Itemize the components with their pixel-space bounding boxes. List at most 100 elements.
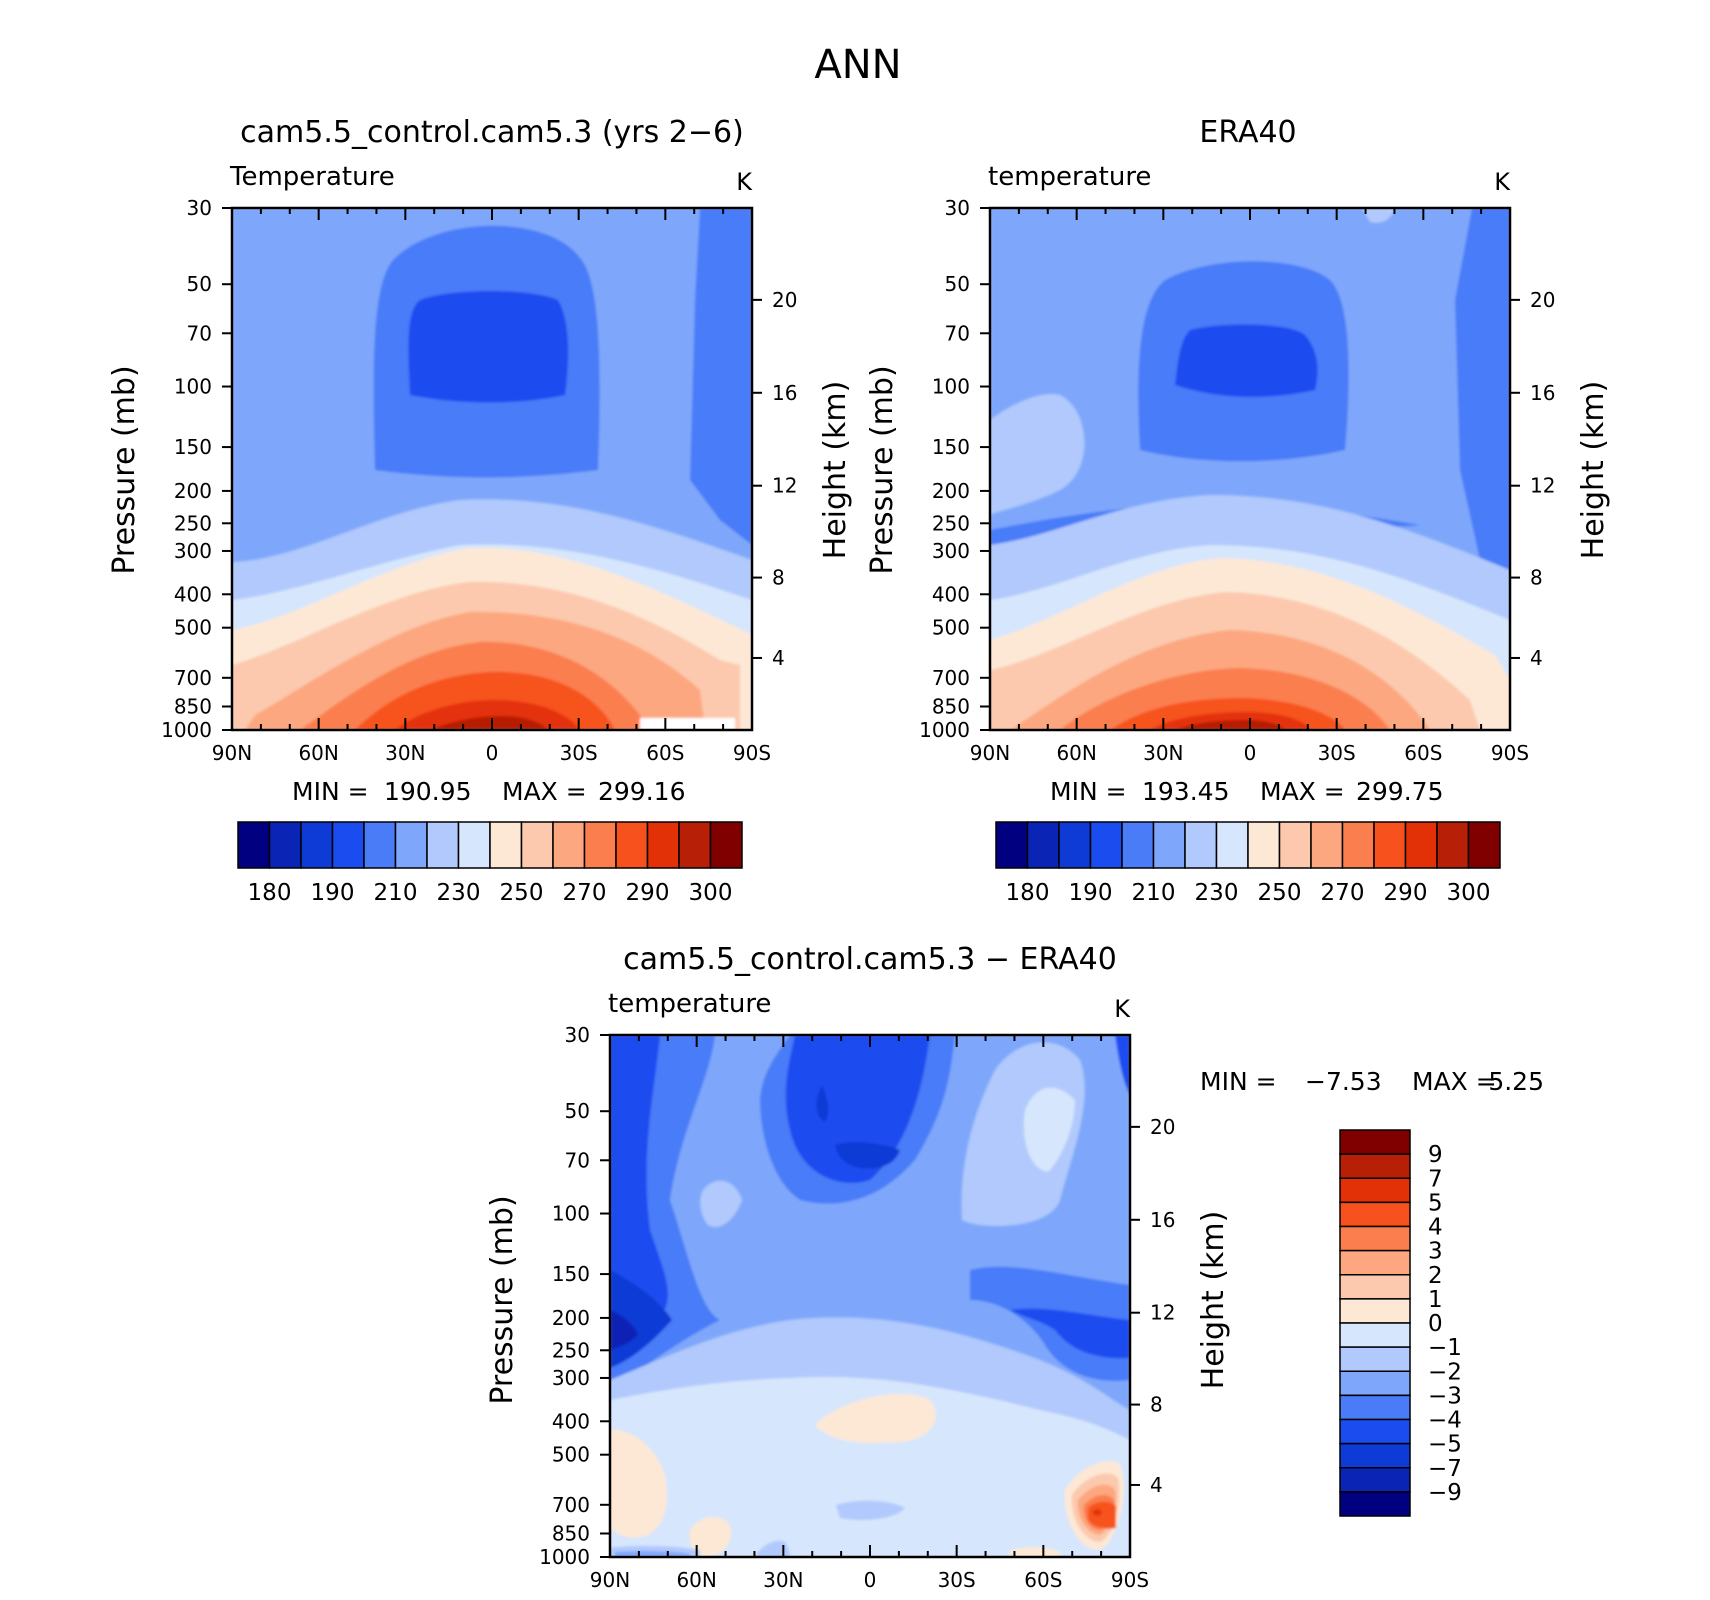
panel-diff-max-value: 5.25 — [1488, 1067, 1544, 1096]
colorbar-box — [394, 821, 428, 869]
colorbar-label: 1 — [1428, 1287, 1443, 1313]
colorbar-box — [1339, 1225, 1411, 1252]
panel-model-min-value: 190.95 — [384, 777, 471, 806]
fill-level-12 — [1023, 1087, 1075, 1172]
panel-obs-min-label: MIN = — [1050, 777, 1127, 806]
colorbar-label: 270 — [1321, 880, 1365, 906]
colorbar-label: 300 — [1447, 880, 1491, 906]
colorbar-label: −5 — [1428, 1432, 1462, 1458]
x-tick-label: 60N — [676, 1568, 716, 1592]
colorbar-box — [1121, 821, 1155, 869]
y-tick-label: 30 — [565, 1023, 590, 1047]
panel-obs-units: K — [1494, 168, 1511, 196]
y2-tick-label: 8 — [772, 566, 785, 590]
fill-level-22 — [755, 1540, 790, 1557]
panel-model-title: cam5.5_control.cam5.3 (yrs 2−6) — [240, 115, 744, 150]
x-tick-label: 60S — [1404, 741, 1442, 765]
y-tick-label: 30 — [945, 196, 970, 220]
colorbar-label: 300 — [689, 880, 733, 906]
colorbar-box — [552, 821, 586, 869]
y-tick-label: 400 — [932, 582, 970, 606]
y-tick-label: 150 — [552, 1262, 590, 1286]
y-tick-label: 500 — [932, 616, 970, 640]
colorbar-box — [1339, 1298, 1411, 1324]
panel-diff-max-label: MAX = — [1412, 1067, 1497, 1096]
colorbar-label: 290 — [626, 880, 670, 906]
colorbar-box — [1339, 1249, 1411, 1276]
fill-level-3 — [610, 1035, 668, 1340]
panel-model-min-label: MIN = — [292, 777, 369, 806]
colorbar-label: 190 — [1069, 880, 1113, 906]
y-tick-label: 200 — [552, 1306, 590, 1330]
colorbar-box — [1215, 821, 1249, 869]
panel-diff-contours — [610, 1035, 1130, 1557]
panel-diff-y2label: Height (km) — [1196, 1211, 1231, 1390]
y2-tick-label: 12 — [1150, 1301, 1175, 1325]
fill-level-2 — [1455, 208, 1510, 580]
colorbar-box — [457, 821, 491, 869]
y2-tick-label: 16 — [1530, 381, 1555, 405]
panel-model-units: K — [736, 168, 753, 196]
panel-obs-contours — [990, 208, 1510, 730]
panel-diff-units: K — [1114, 995, 1131, 1023]
colorbar-label: 4 — [1428, 1215, 1443, 1241]
fill-level-30 — [1088, 1501, 1116, 1529]
panel-diff-variable: temperature — [608, 989, 771, 1019]
y-tick-label: 500 — [552, 1443, 590, 1467]
colorbar-label: 230 — [437, 880, 481, 906]
y-tick-label: 100 — [932, 375, 970, 399]
y-tick-label: 1000 — [919, 718, 970, 742]
colorbar-label: −4 — [1428, 1408, 1462, 1434]
colorbar-box — [583, 821, 617, 869]
x-tick-label: 90N — [212, 741, 252, 765]
y2-tick-label: 4 — [1530, 646, 1543, 670]
x-tick-label: 30N — [763, 1568, 803, 1592]
panel-obs-max-value: 299.75 — [1356, 777, 1443, 806]
colorbar-box — [1278, 821, 1312, 869]
colorbar-box — [1339, 1418, 1411, 1445]
colorbar-box — [1152, 821, 1186, 869]
y-tick-label: 200 — [932, 479, 970, 503]
colorbar-box — [1373, 821, 1407, 869]
fill-level-4 — [1362, 208, 1395, 223]
y-tick-label: 700 — [932, 666, 970, 690]
y-tick-label: 850 — [552, 1522, 590, 1546]
fill-level-13 — [700, 1180, 742, 1228]
panel-obs-max-label: MAX = — [1260, 777, 1345, 806]
colorbar-box — [331, 821, 365, 869]
colorbar-label: −7 — [1428, 1456, 1462, 1482]
panel-obs-min-value: 193.45 — [1142, 777, 1229, 806]
fill-level-31 — [1092, 1509, 1102, 1516]
fill-level-3 — [990, 394, 1085, 515]
y-tick-label: 150 — [174, 435, 212, 459]
colorbar-label: 250 — [500, 880, 544, 906]
fill-level-25 — [1010, 1547, 1060, 1557]
y-tick-label: 50 — [187, 272, 212, 296]
x-tick-label: 0 — [486, 741, 499, 765]
panel-model: cam5.5_control.cam5.3 (yrs 2−6) Temperat… — [107, 115, 853, 906]
colorbar-label: 5 — [1428, 1190, 1443, 1216]
colorbar-box — [1339, 1442, 1411, 1469]
panel-model-contours — [232, 208, 752, 730]
panel-model-max-value: 299.16 — [598, 777, 685, 806]
colorbar-label: 2 — [1428, 1263, 1443, 1289]
colorbar-box — [1341, 821, 1375, 869]
x-tick-label: 0 — [1244, 741, 1257, 765]
fill-level-18 — [815, 1394, 936, 1444]
colorbar-box — [1026, 821, 1060, 869]
y-tick-label: 850 — [174, 695, 212, 719]
colorbar-box — [615, 821, 649, 869]
panel-obs-variable: temperature — [988, 162, 1151, 192]
y2-tick-label: 20 — [772, 288, 797, 312]
x-tick-label: 60S — [1024, 1568, 1062, 1592]
y-tick-label: 100 — [552, 1202, 590, 1226]
colorbar-label: 0 — [1428, 1311, 1443, 1337]
panel-model-colorbar: 180 190 210 230 250 270 290 300 — [237, 821, 743, 906]
colorbar-label: 7 — [1428, 1166, 1443, 1192]
y2-tick-label: 8 — [1530, 566, 1543, 590]
colorbar-label: 9 — [1428, 1142, 1443, 1168]
y-tick-label: 500 — [174, 616, 212, 640]
fill-level-15 — [1010, 1308, 1130, 1359]
x-tick-label: 90N — [590, 1568, 630, 1592]
colorbar-box — [1339, 1394, 1411, 1421]
